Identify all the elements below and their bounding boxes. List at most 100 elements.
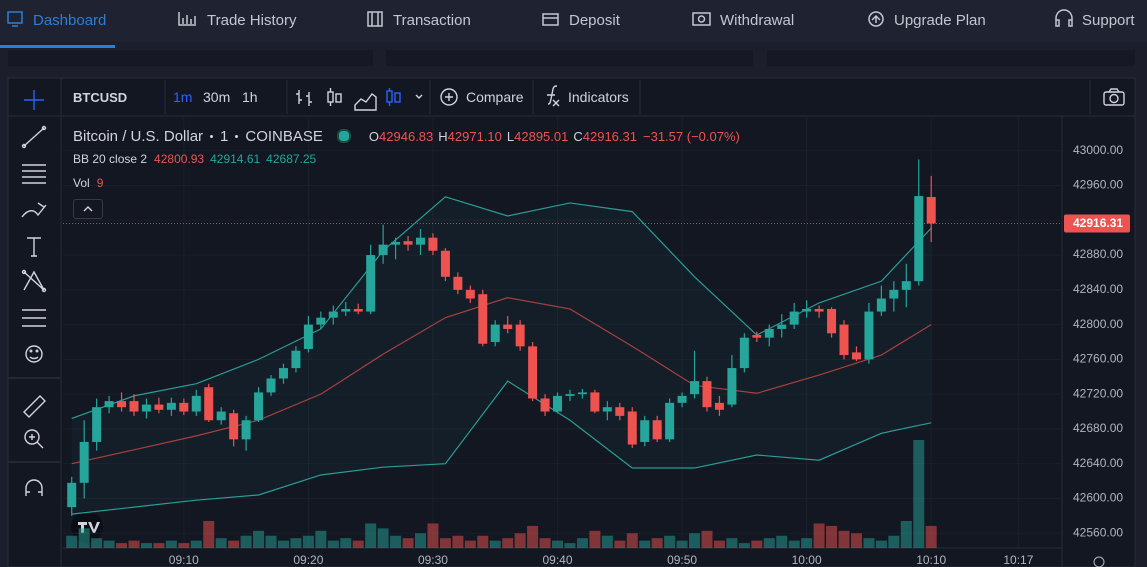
candle-body bbox=[752, 335, 762, 338]
vol-value: 9 bbox=[96, 176, 104, 190]
volume-bar bbox=[689, 533, 701, 548]
nav-item[interactable]: Withdrawal bbox=[720, 12, 795, 29]
volume-bar bbox=[751, 540, 763, 548]
candle-body bbox=[67, 482, 77, 508]
candle-body bbox=[154, 404, 164, 410]
volume-bar bbox=[153, 543, 165, 548]
volume-bar bbox=[78, 528, 90, 548]
x-tick-label: 09:10 bbox=[169, 553, 199, 567]
indicators-button[interactable]: Indicators bbox=[568, 89, 629, 105]
interval[interactable]: 1h bbox=[242, 89, 258, 105]
candle-body bbox=[92, 407, 102, 442]
volume-bar bbox=[91, 538, 103, 548]
candle-body bbox=[254, 392, 264, 421]
volume-bar bbox=[850, 533, 862, 548]
nav-item[interactable]: Dashboard bbox=[33, 12, 107, 29]
volume-bar bbox=[626, 533, 638, 548]
volume-bar bbox=[925, 525, 937, 548]
candle-body bbox=[652, 420, 662, 440]
volume-bar bbox=[738, 543, 750, 548]
volume-bar bbox=[103, 540, 115, 548]
candle-body bbox=[453, 276, 463, 290]
chart-container bbox=[7, 77, 1136, 567]
legend-main: Bitcoin / U.S. Dollar 1 COINBASE O 42946.… bbox=[73, 125, 740, 147]
volume-bar bbox=[639, 540, 651, 548]
volume-bar bbox=[913, 440, 925, 548]
candle-body bbox=[540, 398, 550, 412]
bb-label: BB 20 close 2 bbox=[73, 152, 148, 166]
bb-value: 42914.61 bbox=[210, 152, 261, 166]
candle-body bbox=[814, 308, 824, 312]
volume-bar bbox=[576, 538, 588, 548]
candle-body bbox=[490, 324, 500, 342]
candle-body bbox=[328, 311, 338, 318]
candle-body bbox=[303, 324, 313, 349]
nav-icons bbox=[7, 9, 1073, 27]
candle-body bbox=[926, 196, 936, 224]
volume-bar bbox=[664, 535, 676, 548]
toolbar-separators bbox=[164, 80, 1091, 114]
volume-bar bbox=[539, 538, 551, 548]
y-tick-label: 42720.00 bbox=[1073, 386, 1123, 400]
candle-body bbox=[428, 237, 438, 251]
volume-bar bbox=[340, 538, 352, 548]
candle-body bbox=[727, 368, 737, 405]
x-tick-label: 09:40 bbox=[543, 553, 573, 567]
interval[interactable]: 30m bbox=[203, 89, 231, 105]
volume-bar bbox=[277, 540, 289, 548]
candle-body bbox=[602, 407, 612, 412]
candle-body bbox=[702, 381, 712, 408]
volume-bar bbox=[502, 538, 514, 548]
volume-bar bbox=[801, 538, 813, 548]
candle-body bbox=[802, 308, 812, 312]
volume-bar bbox=[128, 540, 140, 548]
y-tick-label: 42960.00 bbox=[1073, 178, 1123, 192]
candle-body bbox=[353, 308, 363, 312]
volume-bar bbox=[365, 523, 377, 548]
compare-button[interactable]: Compare bbox=[466, 89, 524, 105]
ohlc-label: L bbox=[506, 128, 515, 144]
chevron bbox=[83, 206, 93, 212]
vol-label: Vol bbox=[73, 176, 90, 190]
y-tick-label: 42880.00 bbox=[1073, 247, 1123, 261]
collapse-button[interactable] bbox=[73, 199, 103, 219]
candle-body bbox=[440, 250, 450, 277]
volume-bar bbox=[240, 535, 252, 548]
symbol[interactable]: BTCUSD bbox=[73, 90, 128, 105]
volume-bar bbox=[701, 530, 713, 548]
bb-value: 42800.93 bbox=[154, 152, 205, 166]
volume-bar bbox=[302, 535, 314, 548]
candle-body bbox=[129, 401, 139, 412]
volume-bar bbox=[265, 535, 277, 548]
x-tick-label: 10:17 bbox=[1003, 553, 1033, 567]
volume-bar bbox=[253, 530, 265, 548]
candle-body bbox=[665, 402, 675, 440]
candle-body bbox=[403, 241, 413, 245]
nav-item[interactable]: Support bbox=[1082, 12, 1135, 29]
candle-body bbox=[901, 281, 911, 290]
candle-body bbox=[191, 395, 201, 412]
change: −31.57 (−0.07%) bbox=[643, 128, 740, 144]
candle-body bbox=[528, 346, 538, 399]
candle-body bbox=[415, 237, 425, 245]
candle-body bbox=[590, 392, 600, 412]
interval[interactable]: 1m bbox=[173, 89, 193, 105]
volume-bar bbox=[552, 540, 564, 548]
volume-bar bbox=[178, 543, 190, 548]
nav-item[interactable]: Transaction bbox=[393, 12, 471, 29]
candle-body bbox=[515, 324, 525, 347]
nav-item[interactable]: Deposit bbox=[569, 12, 620, 29]
y-tick-label: 42640.00 bbox=[1073, 456, 1123, 470]
x-tick-label: 09:30 bbox=[418, 553, 448, 567]
nav-item[interactable]: Trade History bbox=[207, 12, 297, 29]
volume-bar bbox=[788, 540, 800, 548]
bollinger-basis bbox=[71, 297, 932, 465]
ohlc-label: O bbox=[368, 128, 380, 144]
candle-body bbox=[553, 395, 563, 412]
volume-bar bbox=[452, 535, 464, 548]
volume-bar bbox=[514, 533, 526, 548]
band-fill bbox=[71, 196, 932, 515]
nav-item[interactable]: Upgrade Plan bbox=[894, 12, 986, 29]
ohlc-value: 42971.10 bbox=[447, 128, 502, 144]
